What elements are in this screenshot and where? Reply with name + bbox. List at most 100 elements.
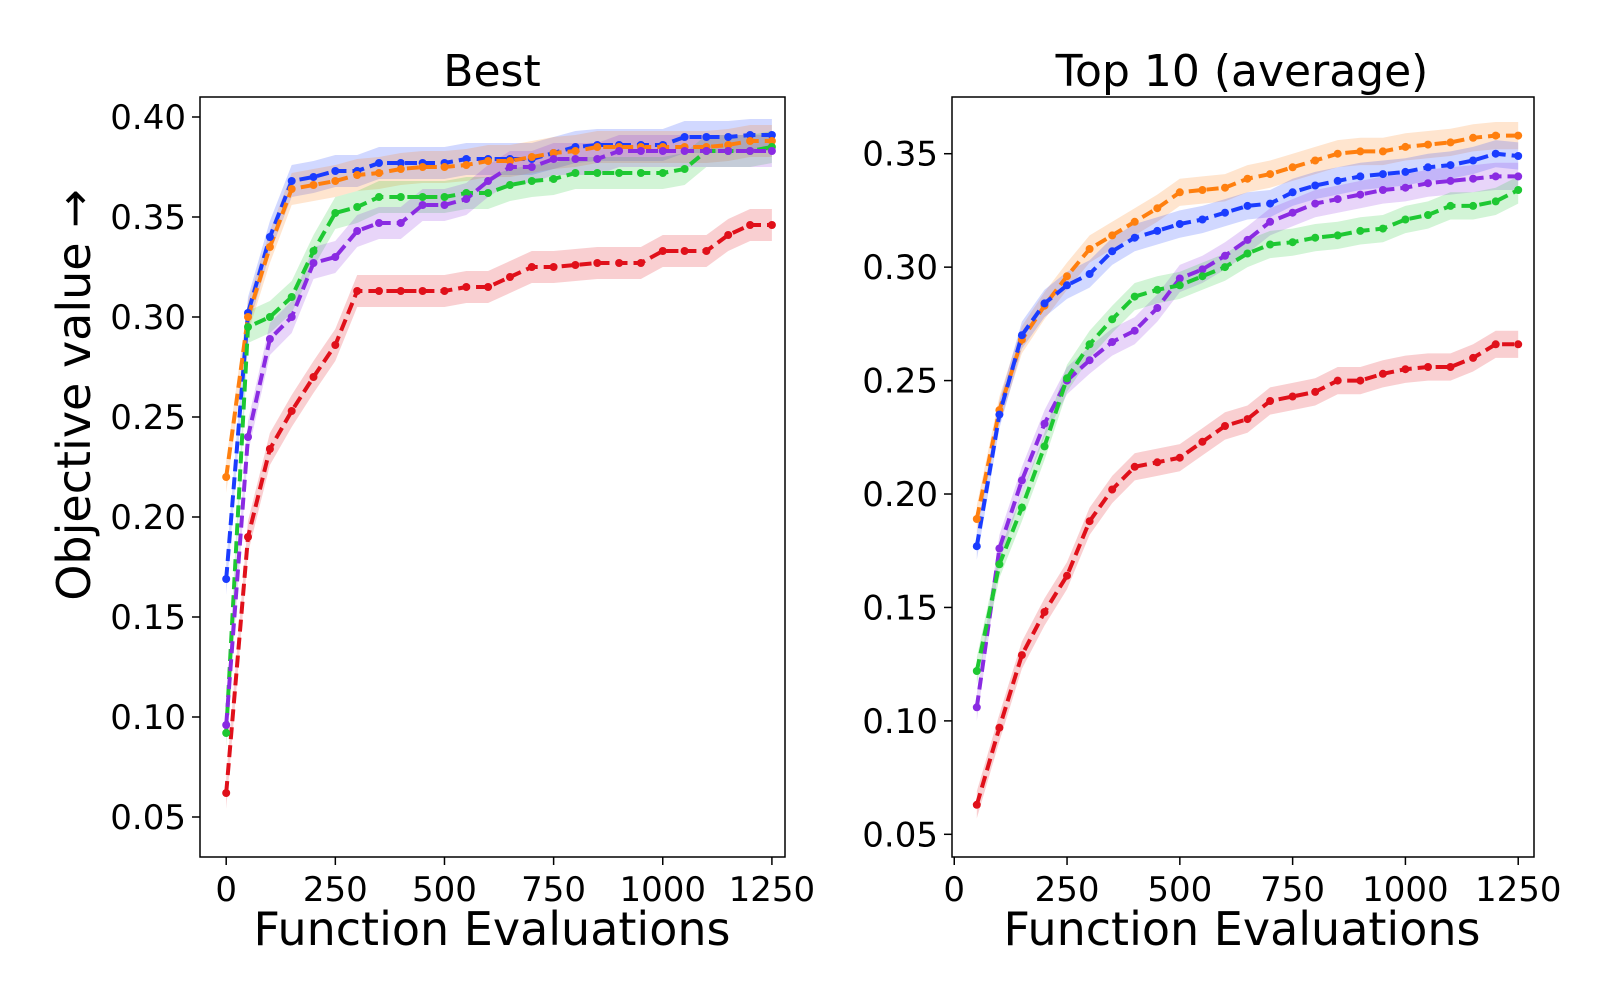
point-purple (593, 155, 602, 163)
point-orange (462, 161, 471, 169)
point-green (1108, 315, 1117, 324)
point-green (1040, 442, 1049, 451)
point-blue (1063, 281, 1071, 290)
point-purple (636, 147, 645, 155)
confidence-bands (226, 119, 772, 809)
point-green (593, 169, 602, 177)
point-red (1063, 571, 1071, 580)
point-orange (1333, 149, 1342, 158)
point-purple (1424, 179, 1432, 188)
point-green (1333, 231, 1342, 240)
point-orange (353, 171, 362, 179)
point-orange (1288, 163, 1297, 172)
point-purple (244, 433, 252, 441)
point-red (702, 247, 711, 255)
y-tick-label: 0.05 (862, 815, 938, 855)
point-purple (1175, 274, 1184, 283)
point-green (1266, 240, 1275, 249)
point-blue (1153, 226, 1162, 235)
point-orange (1424, 140, 1432, 149)
point-blue (972, 542, 981, 551)
point-purple (1243, 235, 1252, 244)
point-orange (484, 157, 493, 165)
point-red (353, 287, 362, 295)
point-blue (375, 159, 383, 167)
point-orange (222, 473, 231, 481)
point-green (506, 181, 514, 189)
point-orange (1401, 142, 1410, 151)
point-red (1311, 387, 1320, 396)
point-red (1175, 453, 1184, 462)
point-orange (1311, 156, 1320, 165)
point-orange (1221, 183, 1229, 192)
point-green (244, 323, 252, 331)
point-red (418, 287, 427, 295)
band-red (976, 330, 1519, 819)
y-tick-label: 0.30 (110, 298, 186, 338)
point-green (1401, 215, 1410, 224)
point-red (309, 373, 318, 381)
point-blue (1288, 188, 1297, 197)
point-purple (767, 147, 776, 155)
point-green (1017, 503, 1026, 512)
point-green (615, 169, 624, 177)
point-purple (418, 201, 427, 209)
point-purple (1311, 199, 1320, 208)
point-red (1491, 340, 1500, 349)
y-tick-label: 0.20 (862, 475, 938, 515)
point-orange (375, 169, 383, 177)
x-tick-label: 250 (303, 870, 368, 910)
point-orange (1514, 131, 1523, 140)
point-red (484, 283, 493, 291)
point-red (658, 247, 667, 255)
point-purple (1040, 419, 1049, 428)
y-tick-label: 0.15 (110, 598, 186, 638)
point-green (1085, 340, 1094, 349)
point-red (1266, 397, 1275, 405)
point-orange (972, 515, 981, 523)
x-tick-label: 1000 (1362, 870, 1449, 910)
point-green (1378, 224, 1387, 233)
y-ticks: 0.05 0.10 0.15 0.20 0.25 0.30 0.35 0.40 (110, 98, 200, 838)
series-markers (972, 131, 1523, 809)
point-red (549, 263, 558, 271)
point-red (593, 259, 602, 267)
point-green (484, 189, 493, 197)
x-axis-label: Function Evaluations (254, 902, 731, 956)
point-orange (331, 177, 340, 185)
point-green (1446, 201, 1455, 210)
point-purple (1356, 190, 1365, 199)
point-green (222, 729, 231, 737)
point-purple (1378, 186, 1387, 194)
point-orange (1446, 138, 1455, 147)
point-red (1401, 365, 1410, 374)
point-orange (724, 141, 733, 149)
x-tick-label: 500 (412, 870, 477, 910)
point-orange (309, 181, 318, 189)
point-green (418, 193, 427, 201)
point-purple (1401, 183, 1410, 192)
point-red (396, 287, 405, 295)
point-purple (702, 147, 711, 155)
point-green (440, 193, 449, 201)
x-tick-label: 1000 (619, 870, 706, 910)
point-blue (724, 133, 733, 141)
series-line-red (224, 223, 772, 794)
y-tick-label: 0.20 (110, 498, 186, 538)
point-blue (1424, 163, 1432, 172)
point-orange (1198, 186, 1207, 194)
point-red (287, 407, 296, 415)
point-red (1356, 376, 1365, 385)
point-green (287, 293, 296, 301)
point-red (506, 273, 514, 281)
point-red (1288, 392, 1297, 401)
point-red (1108, 485, 1117, 494)
point-red (1333, 376, 1342, 385)
point-green (331, 209, 340, 217)
point-orange (549, 149, 558, 157)
point-purple (1491, 172, 1500, 181)
point-blue (331, 167, 340, 175)
point-blue (767, 131, 776, 139)
point-red (571, 261, 580, 269)
point-purple (1446, 176, 1455, 185)
